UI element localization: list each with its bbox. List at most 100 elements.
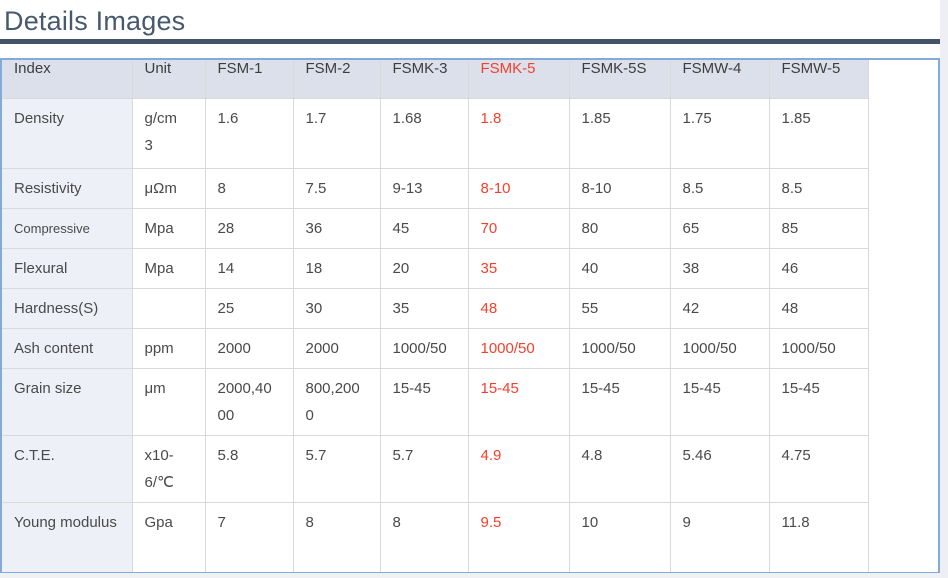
row-label: Young modulus [2, 502, 133, 572]
value-cell: 2000 [292, 328, 381, 369]
value-cell: 15-45 [467, 368, 570, 436]
row-label: Ash content [2, 328, 133, 369]
value-cell: 38 [669, 248, 770, 289]
value-cell: 8-10 [568, 168, 671, 209]
value-cell: 2000,4000 [204, 368, 294, 436]
value-cell: 15-45 [669, 368, 770, 436]
value-cell: 8.5 [669, 168, 770, 209]
value-cell: 7 [204, 502, 294, 572]
value-cell: 1000/50 [379, 328, 469, 369]
column-header-unit: Unit [131, 60, 206, 99]
value-cell: 1000/50 [467, 328, 570, 369]
value-cell: 40 [568, 248, 671, 289]
value-cell: 15-45 [768, 368, 869, 436]
row-label: Density [2, 98, 133, 169]
unit-cell: μm [131, 368, 206, 436]
value-cell: 8 [379, 502, 469, 572]
value-cell: 4.75 [768, 435, 869, 503]
table-row: Hardness(S) 25 30 35 48 55 42 48 [2, 288, 869, 329]
unit-cell [131, 288, 206, 329]
value-cell: 80 [568, 208, 671, 249]
value-cell: 1.85 [768, 98, 869, 169]
unit-cell: x10-6/℃ [131, 435, 206, 503]
value-cell: 8.5 [768, 168, 869, 209]
value-cell: 7.5 [292, 168, 381, 209]
value-cell: 55 [568, 288, 671, 329]
spec-table: Index Unit FSM-1 FSM-2 FSMK-3 FSMK-5 FSMK-5S FS… [2, 60, 869, 572]
table-row: Compressive Mpa 28 36 45 70 80 65 85 [2, 208, 869, 249]
column-header-fsm-1: FSM-1 [204, 60, 294, 99]
unit-cell: Gpa [131, 502, 206, 572]
value-cell: 11.8 [768, 502, 869, 572]
value-cell: 1.8 [467, 98, 570, 169]
row-label: Hardness(S) [2, 288, 133, 329]
value-cell: 45 [379, 208, 469, 249]
value-cell: 8-10 [467, 168, 570, 209]
unit-cell: μΩm [131, 168, 206, 209]
value-cell: 800,2000 [292, 368, 381, 436]
table-row: Resistivity μΩm 8 7.5 9-13 8-10 8-10 8.5 8.5 [2, 168, 869, 209]
spec-table-container: Index Unit FSM-1 FSM-2 FSMK-3 FSMK-5 FSMK-5S FS… [0, 58, 940, 574]
column-header-fsmk-5: FSMK-5 [467, 60, 570, 99]
unit-cell: Mpa [131, 248, 206, 289]
column-header-fsm-2: FSM-2 [292, 60, 381, 99]
value-cell: 1000/50 [768, 328, 869, 369]
value-cell: 1000/50 [568, 328, 671, 369]
row-label: Resistivity [2, 168, 133, 209]
unit-cell: ppm [131, 328, 206, 369]
row-label: C.T.E. [2, 435, 133, 503]
unit-cell: Mpa [131, 208, 206, 249]
table-row: Ash content ppm 2000 2000 1000/50 1000/50 1000… [2, 328, 869, 369]
row-label: Grain size [2, 368, 133, 436]
value-cell: 48 [768, 288, 869, 329]
column-header-fsmw-5: FSMW-5 [768, 60, 869, 99]
page-background-strip [0, 573, 940, 578]
column-header-index: Index [2, 60, 133, 99]
value-cell: 36 [292, 208, 381, 249]
value-cell: 1.6 [204, 98, 294, 169]
value-cell: 20 [379, 248, 469, 289]
value-cell: 2000 [204, 328, 294, 369]
value-cell: 35 [379, 288, 469, 329]
value-cell: 5.8 [204, 435, 294, 503]
value-cell: 46 [768, 248, 869, 289]
value-cell: 42 [669, 288, 770, 329]
column-header-fsmw-4: FSMW-4 [669, 60, 770, 99]
value-cell: 15-45 [379, 368, 469, 436]
row-label: Compressive [2, 208, 133, 249]
value-cell: 25 [204, 288, 294, 329]
value-cell: 5.7 [379, 435, 469, 503]
table-row: Grain size μm 2000,4000 800,2000 15-45 15-45 1… [2, 368, 869, 436]
value-cell: 1.85 [568, 98, 671, 169]
table-row: C.T.E. x10-6/℃ 5.8 5.7 5.7 4.9 4.8 5.46 4.75 [2, 435, 869, 503]
table-row: Density g/cm3 1.6 1.7 1.68 1.8 1.85 1.75 1.85 [2, 98, 869, 169]
value-cell: 9.5 [467, 502, 570, 572]
value-cell: 1.7 [292, 98, 381, 169]
value-cell: 65 [669, 208, 770, 249]
page-title: Details Images [4, 6, 186, 36]
title-divider [0, 39, 940, 44]
value-cell: 1.68 [379, 98, 469, 169]
value-cell: 15-45 [568, 368, 671, 436]
value-cell: 14 [204, 248, 294, 289]
table-header-row: Index Unit FSM-1 FSM-2 FSMK-3 FSMK-5 FSMK-5S FS… [2, 60, 869, 99]
column-header-fsmk-5s: FSMK-5S [568, 60, 671, 99]
value-cell: 48 [467, 288, 570, 329]
table-row: Flexural Mpa 14 18 20 35 40 38 46 [2, 248, 869, 289]
value-cell: 4.8 [568, 435, 671, 503]
value-cell: 28 [204, 208, 294, 249]
value-cell: 35 [467, 248, 570, 289]
scrollbar-track[interactable] [940, 0, 948, 578]
value-cell: 5.46 [669, 435, 770, 503]
value-cell: 9 [669, 502, 770, 572]
value-cell: 9-13 [379, 168, 469, 209]
value-cell: 85 [768, 208, 869, 249]
value-cell: 18 [292, 248, 381, 289]
value-cell: 10 [568, 502, 671, 572]
table-row: Young modulus Gpa 7 8 8 9.5 10 9 11.8 [2, 502, 869, 572]
row-label: Flexural [2, 248, 133, 289]
value-cell: 4.9 [467, 435, 570, 503]
value-cell: 70 [467, 208, 570, 249]
value-cell: 5.7 [292, 435, 381, 503]
